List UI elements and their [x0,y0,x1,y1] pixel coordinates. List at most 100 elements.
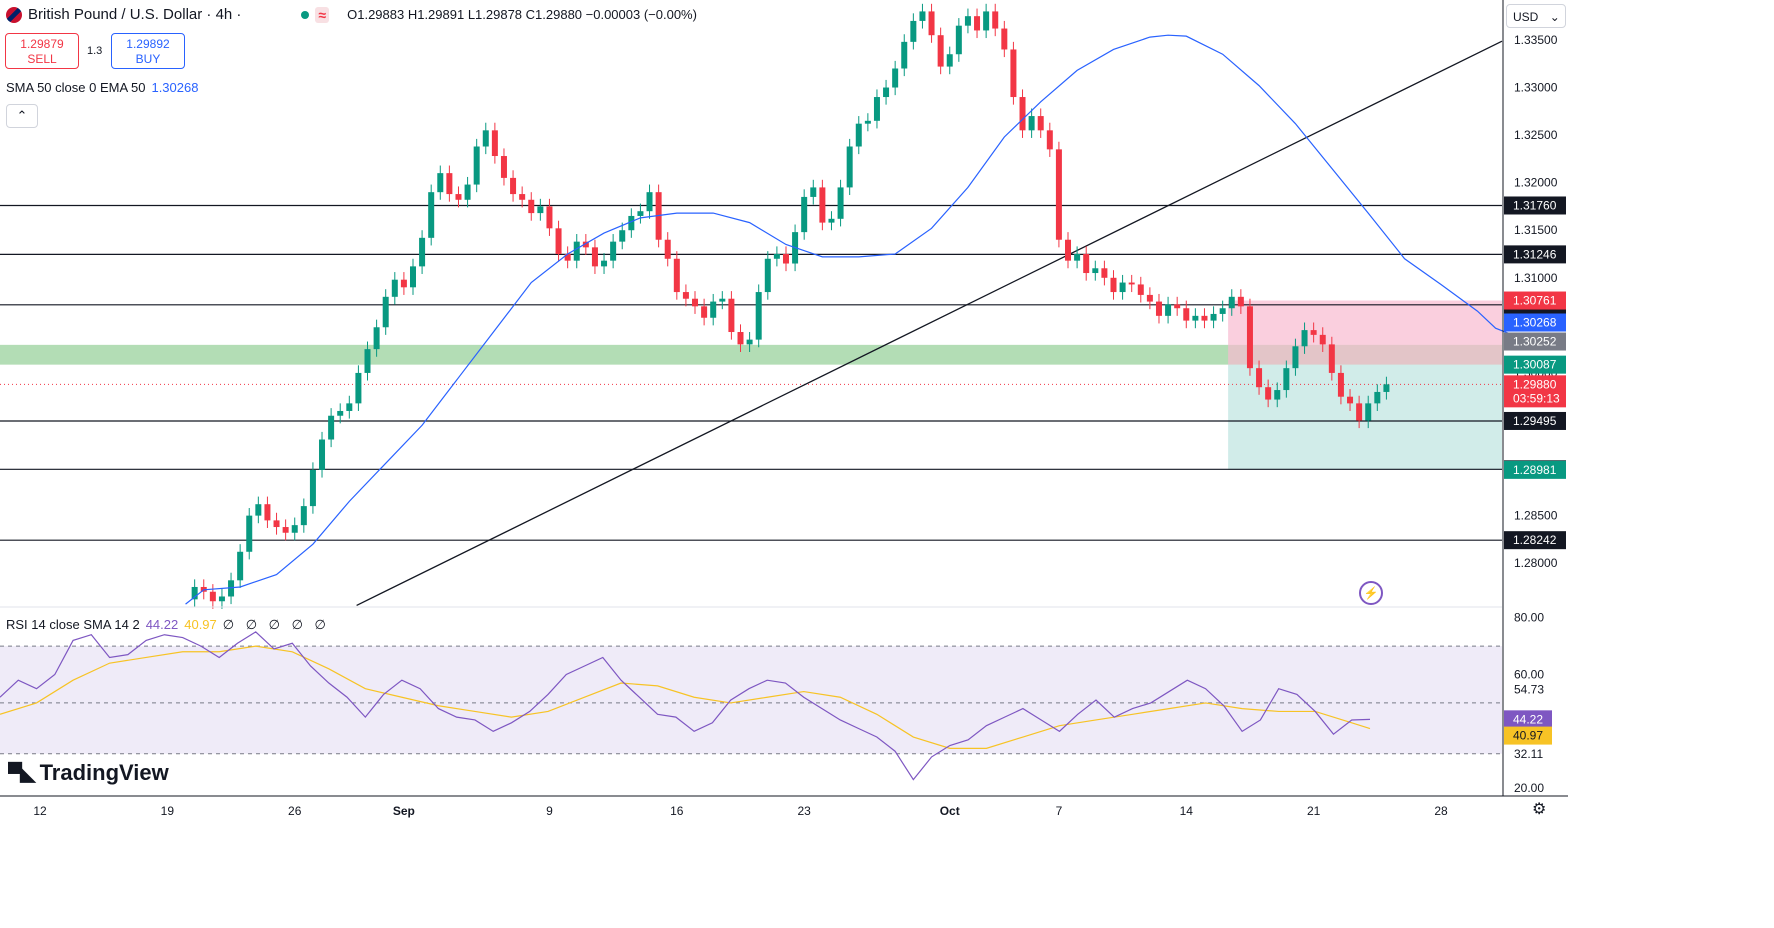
candle [319,439,326,470]
candle [1110,277,1117,293]
candle [209,591,216,602]
currency-label: USD [1513,10,1539,24]
candle [764,258,771,293]
buy-button[interactable]: 1.29892 BUY [111,33,185,69]
candle [782,254,789,264]
candle [855,123,862,147]
candle [1365,403,1372,421]
currency-select[interactable]: USD ⌄ [1506,4,1566,28]
candle [510,177,517,195]
candle [1101,268,1108,278]
candle [1083,254,1090,274]
candle [737,332,744,345]
candle [1119,282,1126,293]
y-tick-label: 1.28500 [1514,509,1558,523]
chart-canvas[interactable]: 1.33500 1.33000 1.32500 1.32000 1.31500 1.310… [0,0,1568,820]
candle [719,298,726,302]
tradingview-logo[interactable]: ▀◣ TradingView [8,760,169,786]
sma-indicator-value: 1.30268 [151,80,199,95]
candle [1055,149,1062,240]
level-tag-bg [1504,196,1566,215]
entry-tag-bg [1504,355,1566,374]
candle [710,301,717,318]
countdown-tag: 03:59:13 [1513,391,1560,405]
candle [828,218,835,223]
candle [901,41,908,69]
x-tick-label: 19 [161,804,175,818]
logo-text: TradingView [39,760,169,785]
level-tag: 1.29495 [1513,414,1557,428]
candle [218,596,225,602]
collapse-legend-button[interactable]: ⌃ [6,104,38,128]
candle [264,504,271,521]
candle [591,247,598,267]
candle [1292,346,1299,369]
candle [282,527,289,533]
candle [610,241,617,261]
candle [746,339,753,345]
candle [500,156,507,178]
candle [1383,384,1390,392]
candle [946,54,953,67]
level-tag: 1.28242 [1513,533,1557,547]
candle [537,206,544,214]
live-status: ≈ [301,6,330,23]
rsi-label: RSI 14 close SMA 14 2 [6,617,140,632]
candle [400,279,407,288]
target-tag: 1.28981 [1513,463,1557,477]
candle [237,551,244,581]
y-tick-label: 1.31500 [1514,223,1558,237]
sma-indicator-legend[interactable]: SMA 50 close 0 EMA 50 1.30268 [6,80,198,95]
candle [664,239,671,259]
candle [755,292,762,340]
symbol-title[interactable]: British Pound / U.S. Dollar · 4h · [28,6,242,23]
rsi-pane[interactable] [0,631,1502,781]
buy-label: BUY [135,52,161,66]
candle [355,372,362,404]
candle [455,194,462,200]
rsi-legend[interactable]: RSI 14 close SMA 14 2 44.22 40.97 ∅ ∅ ∅ ∅ ∅ [6,617,330,633]
lightning-icon[interactable]: ⚡ [1359,581,1383,605]
x-tick-label: 21 [1307,804,1321,818]
axis-layer: 1.33500 1.33000 1.32500 1.32000 1.31500 1.310… [0,0,1568,818]
last-price-tag-bg [1504,375,1566,408]
candle [1228,296,1235,309]
price-pane[interactable] [0,3,1551,609]
candle [1283,368,1290,391]
candle [1356,403,1363,421]
candle [1274,390,1281,400]
spread-value: 1.3 [87,45,103,57]
x-tick-label: Oct [940,804,960,818]
other-tag: 1.30252 [1513,335,1557,349]
candle [273,520,280,528]
candle [1092,268,1099,274]
candle [555,228,562,255]
candle [1265,387,1272,400]
rsi-value-tag-bg [1504,710,1552,729]
candle [919,11,926,21]
candle [682,292,689,299]
candle [837,187,844,219]
candle [983,11,990,31]
level-tag-bg [1504,411,1566,430]
x-tick-label: Sep [393,804,415,818]
candle [1328,344,1335,373]
stop-tag-bg [1504,291,1566,310]
candle [1174,304,1181,309]
candle [1146,294,1153,302]
sma-tag: 1.30268 [1513,316,1557,330]
candle [864,120,871,124]
sell-button[interactable]: 1.29879 SELL [5,33,79,69]
candle [1237,296,1244,307]
chevron-down-icon: ⌄ [1549,10,1560,24]
market-open-icon [301,10,310,19]
candle [446,173,453,195]
sma-tag-bg [1504,313,1566,332]
candle [409,266,416,288]
candle [364,349,371,373]
rsi-level-label: 32.11 [1514,747,1543,761]
candle [1137,284,1144,295]
rsi-extra-values: ∅ ∅ ∅ ∅ ∅ [222,617,330,632]
gear-icon[interactable]: ⚙ [1532,801,1547,818]
chevron-up-icon: ⌃ [16,108,28,123]
